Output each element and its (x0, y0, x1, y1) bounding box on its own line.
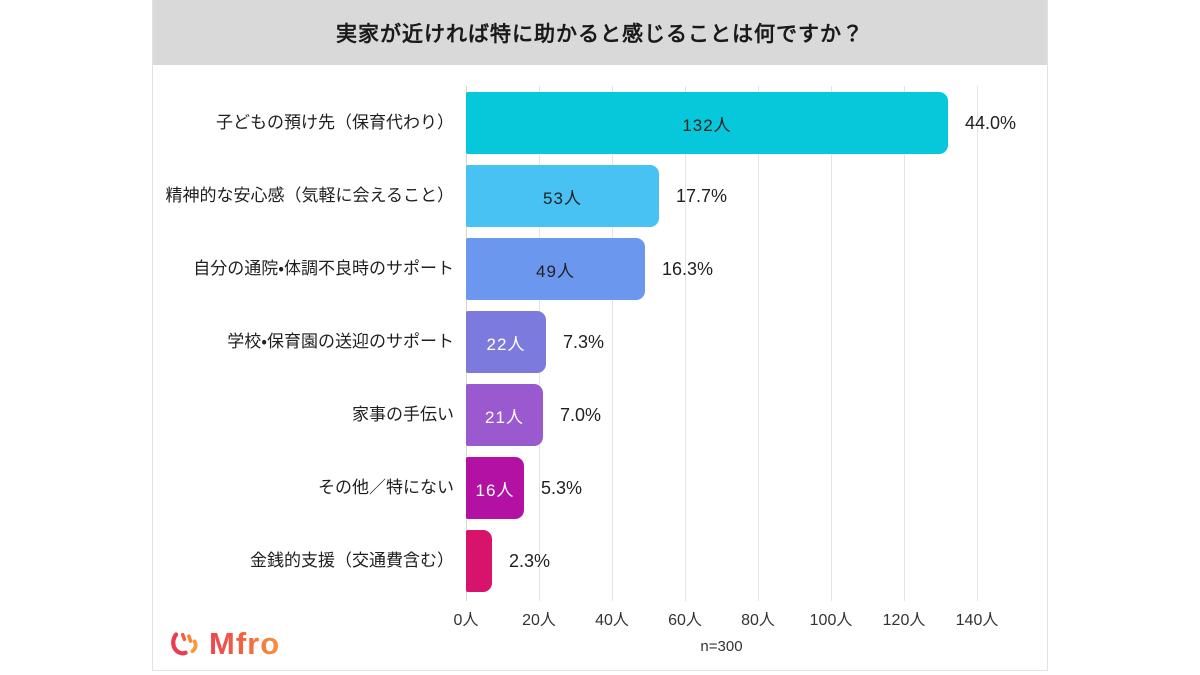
logo-text: Mfro (209, 626, 281, 661)
bar (466, 530, 492, 592)
x-axis-tick-label: 0人 (453, 612, 479, 629)
percent-label: 5.3% (541, 477, 583, 498)
category-label: その他／特にない (318, 478, 454, 498)
gridline (758, 86, 759, 601)
x-axis-tick-label: 40人 (595, 612, 629, 629)
sample-size-note: n=300 (700, 638, 743, 655)
bar-count-label: 16人 (475, 480, 515, 500)
category-label: 精神的な安心感（気軽に会えること） (165, 186, 455, 206)
bar: 53人 (466, 165, 659, 227)
x-axis-tick-label: 140人 (955, 612, 999, 629)
x-axis-tick-label: 80人 (741, 612, 775, 629)
chart-title-bar: 実家が近ければ特に助かると感じることは何ですか？ (153, 0, 1047, 65)
percent-label: 17.7% (676, 185, 728, 206)
gridline (831, 86, 832, 601)
percent-label: 7.3% (563, 331, 605, 352)
percent-label: 44.0% (965, 112, 1017, 133)
gridline (612, 86, 613, 601)
chart-title: 実家が近ければ特に助かると感じることは何ですか？ (336, 22, 864, 46)
percent-label: 7.0% (560, 404, 602, 425)
bar-count-label: 22人 (486, 334, 526, 354)
bar-count-label: 53人 (543, 188, 582, 208)
category-label: 金銭的支援（交通費含む） (250, 551, 454, 571)
logo-hand-icon (171, 632, 198, 656)
survey-chart-card: 実家が近ければ特に助かると感じることは何ですか？ 0人 20人 40人 60人 80人 1… (152, 0, 1048, 671)
bar: 16人 (466, 457, 524, 519)
gridline (904, 86, 905, 601)
x-axis-tick-label: 120人 (882, 612, 926, 629)
category-label: 家事の手伝い (352, 405, 454, 425)
bar-count-label: 132人 (682, 115, 732, 135)
bar: 49人 (466, 238, 645, 300)
gridline (685, 86, 686, 601)
bar-count-label: 21人 (485, 407, 524, 427)
bar: 21人 (466, 384, 543, 446)
brand-logo: Mfro (166, 626, 280, 662)
category-label: 学校・保育園の送迎のサポート (227, 332, 454, 352)
percent-label: 2.3% (509, 550, 551, 571)
bar: 132人 (466, 92, 948, 154)
x-axis-tick-label: 100人 (809, 612, 853, 629)
x-axis-tick-label: 20人 (522, 612, 556, 629)
category-label: 子どもの預け先（保育代わり） (216, 113, 454, 133)
bar: 22人 (466, 311, 546, 373)
bar-count-label: 49人 (536, 261, 575, 281)
x-axis-tick-label: 60人 (668, 612, 702, 629)
gridline (977, 86, 978, 601)
category-label: 自分の通院・体調不良時のサポート (193, 259, 454, 279)
percent-label: 16.3% (662, 258, 714, 279)
